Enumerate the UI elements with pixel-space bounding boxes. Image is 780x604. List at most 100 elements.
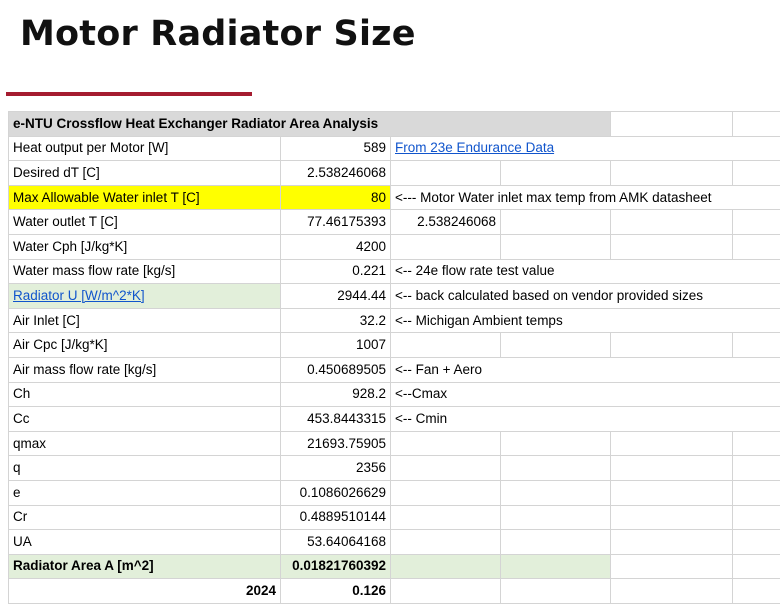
row-label[interactable]: Air Inlet [C] bbox=[9, 308, 281, 333]
cell[interactable] bbox=[501, 505, 611, 530]
cell[interactable] bbox=[611, 554, 733, 579]
row-label[interactable]: e bbox=[9, 480, 281, 505]
cell[interactable] bbox=[391, 579, 501, 604]
cell[interactable] bbox=[501, 234, 611, 259]
cell[interactable] bbox=[391, 431, 501, 456]
table-row: e 0.1086026629 bbox=[9, 480, 780, 505]
cell[interactable] bbox=[733, 579, 780, 604]
cell[interactable] bbox=[611, 480, 733, 505]
cell[interactable] bbox=[733, 112, 780, 137]
row-value[interactable]: 80 bbox=[281, 185, 391, 210]
row-label[interactable]: Cr bbox=[9, 505, 281, 530]
footer-year[interactable]: 2024 bbox=[9, 579, 281, 604]
row-label[interactable]: Air Cpc [J/kg*K] bbox=[9, 333, 281, 358]
cell[interactable] bbox=[611, 579, 733, 604]
row-value[interactable]: 77.46175393 bbox=[281, 210, 391, 235]
footer-value[interactable]: 0.126 bbox=[281, 579, 391, 604]
cell[interactable] bbox=[391, 554, 501, 579]
row-label[interactable]: Cc bbox=[9, 407, 281, 432]
row-note[interactable]: 2.538246068 bbox=[391, 210, 501, 235]
cell[interactable] bbox=[501, 456, 611, 481]
result-label[interactable]: Radiator Area A [m^2] bbox=[9, 554, 281, 579]
cell[interactable] bbox=[391, 456, 501, 481]
row-value[interactable]: 32.2 bbox=[281, 308, 391, 333]
row-value[interactable]: 53.64064168 bbox=[281, 530, 391, 555]
cell[interactable] bbox=[501, 480, 611, 505]
row-label[interactable]: Heat output per Motor [W] bbox=[9, 136, 281, 161]
cell[interactable] bbox=[611, 234, 733, 259]
cell[interactable] bbox=[501, 579, 611, 604]
cell[interactable] bbox=[391, 333, 501, 358]
row-label[interactable]: Water outlet T [C] bbox=[9, 210, 281, 235]
row-value[interactable]: 928.2 bbox=[281, 382, 391, 407]
cell[interactable] bbox=[501, 554, 611, 579]
cell[interactable] bbox=[733, 161, 780, 186]
row-value[interactable]: 2356 bbox=[281, 456, 391, 481]
cell[interactable] bbox=[391, 161, 501, 186]
cell[interactable] bbox=[733, 456, 780, 481]
row-value[interactable]: 4200 bbox=[281, 234, 391, 259]
row-value[interactable]: 453.8443315 bbox=[281, 407, 391, 432]
cell[interactable] bbox=[611, 210, 733, 235]
cell[interactable] bbox=[391, 505, 501, 530]
cell[interactable] bbox=[733, 234, 780, 259]
cell[interactable] bbox=[501, 333, 611, 358]
row-note[interactable]: <--- Motor Water inlet max temp from AMK… bbox=[391, 185, 780, 210]
row-value[interactable]: 2.538246068 bbox=[281, 161, 391, 186]
row-label[interactable]: qmax bbox=[9, 431, 281, 456]
cell[interactable] bbox=[611, 431, 733, 456]
cell[interactable] bbox=[391, 530, 501, 555]
cell[interactable] bbox=[733, 333, 780, 358]
row-note[interactable]: <-- back calculated based on vendor prov… bbox=[391, 284, 780, 309]
row-value[interactable]: 0.1086026629 bbox=[281, 480, 391, 505]
table-row: Radiator U [W/m^2*K] 2944.44 <-- back ca… bbox=[9, 284, 780, 309]
cell[interactable] bbox=[501, 530, 611, 555]
cell[interactable] bbox=[391, 480, 501, 505]
row-label[interactable]: Max Allowable Water inlet T [C] bbox=[9, 185, 281, 210]
cell[interactable] bbox=[611, 161, 733, 186]
row-note[interactable]: <-- Michigan Ambient temps bbox=[391, 308, 780, 333]
cell[interactable] bbox=[611, 456, 733, 481]
row-value[interactable]: 1007 bbox=[281, 333, 391, 358]
row-note[interactable]: <--Cmax bbox=[391, 382, 780, 407]
endurance-data-link[interactable]: From 23e Endurance Data bbox=[395, 140, 554, 155]
table-row: UA 53.64064168 bbox=[9, 530, 780, 555]
row-label[interactable]: UA bbox=[9, 530, 281, 555]
cell[interactable] bbox=[733, 505, 780, 530]
cell[interactable] bbox=[733, 554, 780, 579]
row-value[interactable]: 589 bbox=[281, 136, 391, 161]
cell[interactable] bbox=[733, 431, 780, 456]
cell[interactable] bbox=[611, 112, 733, 137]
result-value[interactable]: 0.01821760392 bbox=[281, 554, 391, 579]
row-note-cell[interactable]: From 23e Endurance Data bbox=[391, 136, 780, 161]
row-label[interactable]: q bbox=[9, 456, 281, 481]
cell[interactable] bbox=[611, 333, 733, 358]
cell[interactable] bbox=[611, 505, 733, 530]
cell[interactable] bbox=[733, 530, 780, 555]
row-value[interactable]: 21693.75905 bbox=[281, 431, 391, 456]
row-label[interactable]: Desired dT [C] bbox=[9, 161, 281, 186]
row-label[interactable]: Water mass flow rate [kg/s] bbox=[9, 259, 281, 284]
row-note[interactable]: <-- Cmin bbox=[391, 407, 780, 432]
row-value[interactable]: 0.4889510144 bbox=[281, 505, 391, 530]
cell[interactable] bbox=[391, 234, 501, 259]
slide-title: Motor Radiator Size bbox=[20, 14, 416, 54]
row-value[interactable]: 0.450689505 bbox=[281, 357, 391, 382]
cell[interactable] bbox=[733, 210, 780, 235]
row-label-cell[interactable]: Radiator U [W/m^2*K] bbox=[9, 284, 281, 309]
result-row: Radiator Area A [m^2] 0.01821760392 bbox=[9, 554, 780, 579]
cell[interactable] bbox=[501, 210, 611, 235]
row-value[interactable]: 2944.44 bbox=[281, 284, 391, 309]
row-value[interactable]: 0.221 bbox=[281, 259, 391, 284]
row-label[interactable]: Air mass flow rate [kg/s] bbox=[9, 357, 281, 382]
row-note[interactable]: <-- Fan + Aero bbox=[391, 357, 780, 382]
radiator-u-link[interactable]: Radiator U [W/m^2*K] bbox=[13, 288, 145, 303]
cell[interactable] bbox=[501, 431, 611, 456]
row-label[interactable]: Water Cph [J/kg*K] bbox=[9, 234, 281, 259]
cell[interactable] bbox=[611, 530, 733, 555]
row-label[interactable]: Ch bbox=[9, 382, 281, 407]
row-note[interactable]: <-- 24e flow rate test value bbox=[391, 259, 780, 284]
sheet-header[interactable]: e-NTU Crossflow Heat Exchanger Radiator … bbox=[9, 112, 611, 137]
cell[interactable] bbox=[501, 161, 611, 186]
cell[interactable] bbox=[733, 480, 780, 505]
